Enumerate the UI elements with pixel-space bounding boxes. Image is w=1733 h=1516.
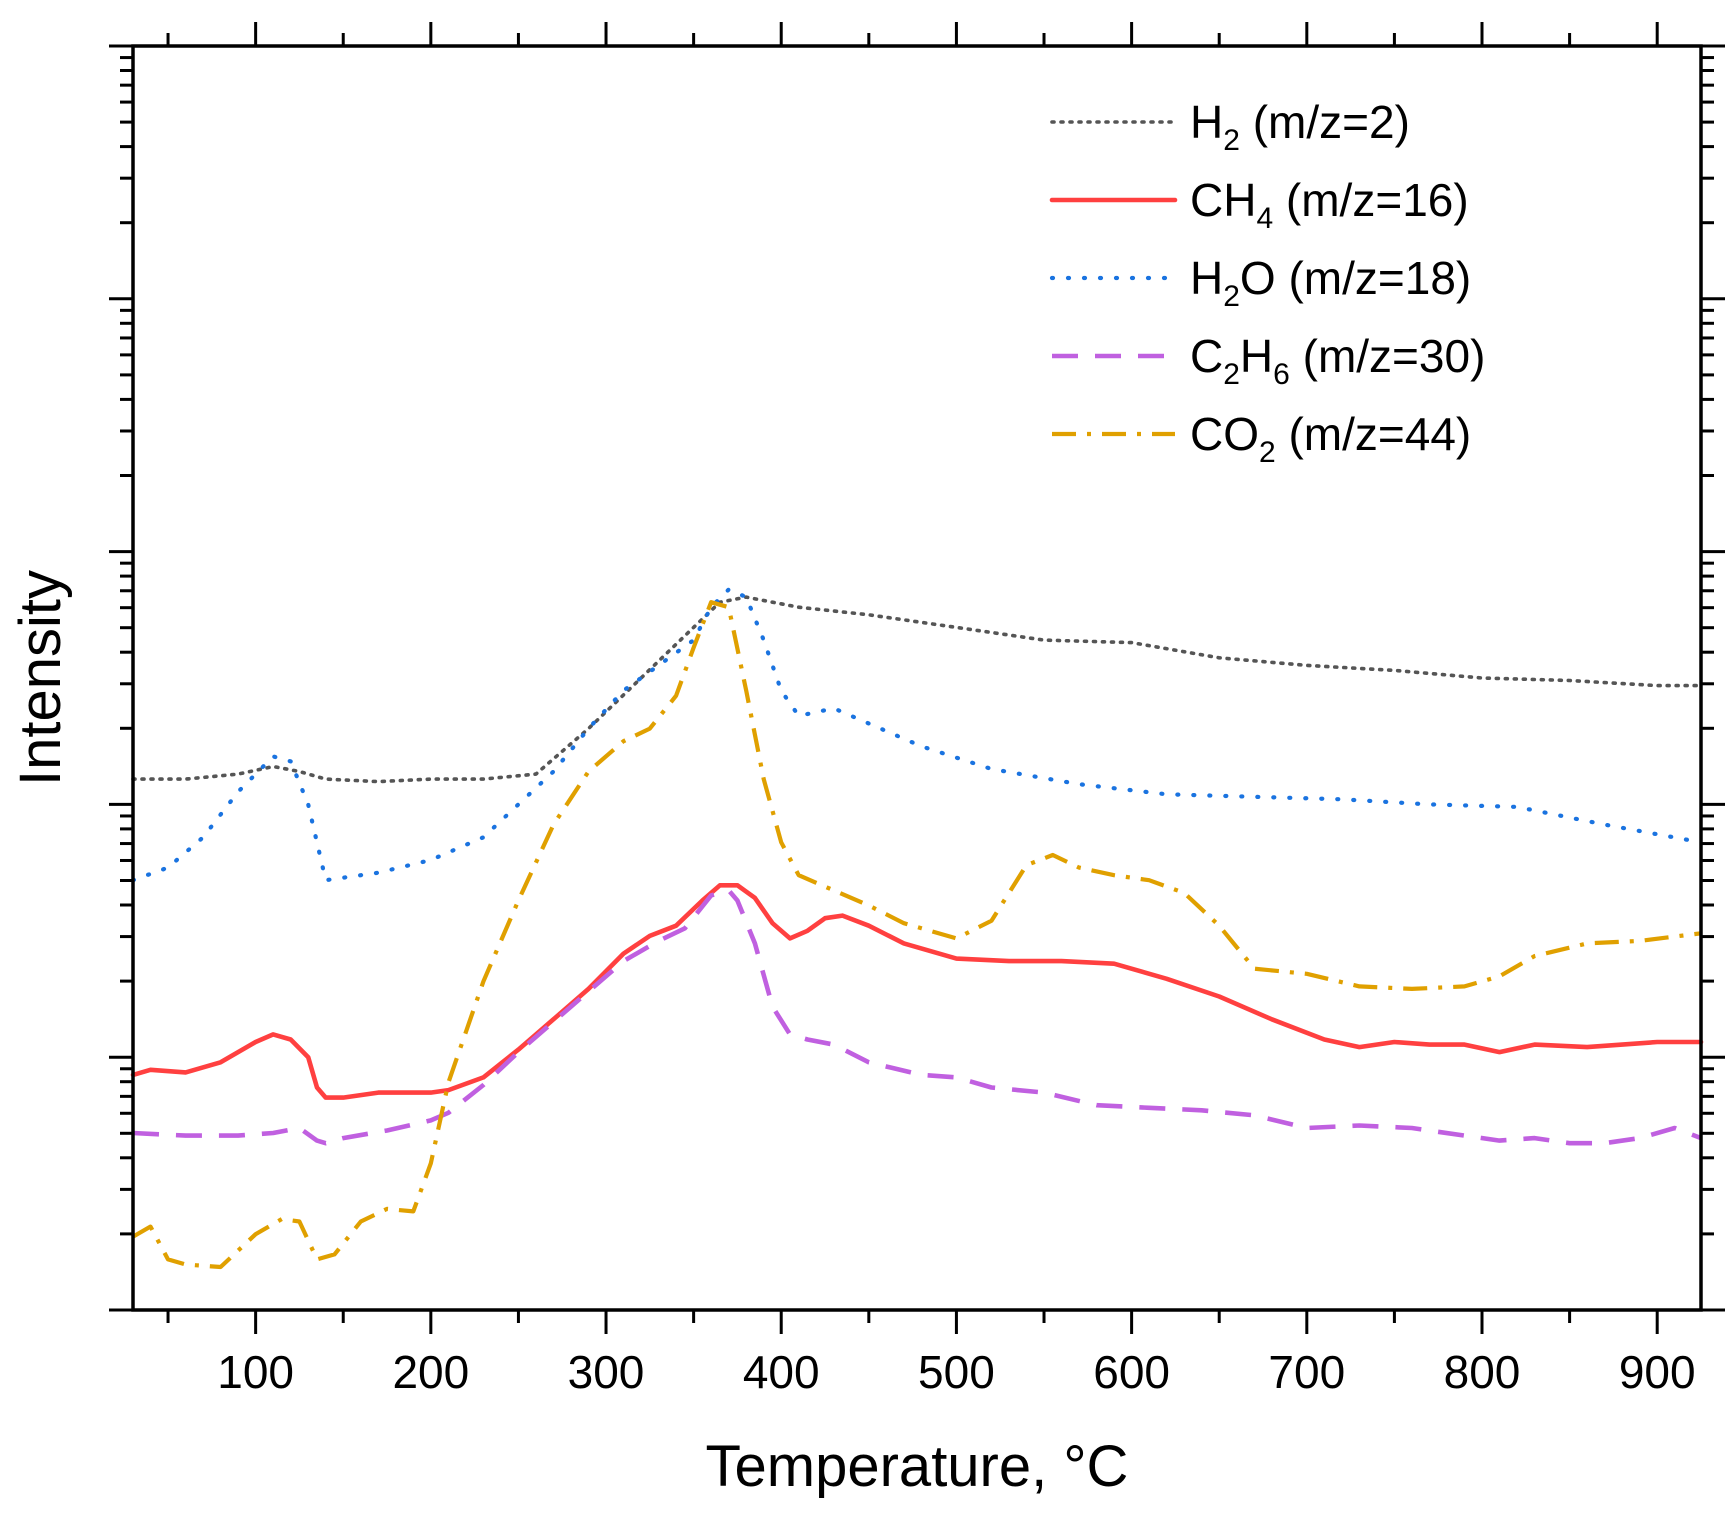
x-tick-label-6: 700 (1268, 1346, 1345, 1398)
legend-label-1: CH4 (m/z=16) (1190, 174, 1469, 235)
legend-label-4: CO2 (m/z=44) (1190, 408, 1471, 469)
legend-label-0: H2 (m/z=2) (1190, 96, 1410, 157)
series-line-2 (130, 587, 1704, 883)
series-line-0 (131, 595, 1703, 784)
x-tick-label-4: 500 (918, 1346, 995, 1398)
plot-frame (131, 44, 1703, 1312)
series-line-3 (132, 888, 1702, 1146)
legend-label-3: C2H6 (m/z=30) (1190, 330, 1485, 391)
x-tick-label-2: 300 (568, 1346, 645, 1398)
x-tick-label-7: 800 (1444, 1346, 1521, 1398)
legend-label-2: H2O (m/z=18) (1190, 252, 1471, 313)
x-tick-labels: 100 200 300 400 500 600 700 800 900 (217, 1346, 1695, 1398)
ticks-layer (109, 22, 1725, 1334)
x-tick-label-1: 200 (392, 1346, 469, 1398)
y-axis-title: Intensity (8, 570, 73, 786)
legend: H2 (m/z=2) CH4 (m/z=16) H2O (m/z=18) C2H6 (… (1049, 96, 1485, 469)
x-tick-label-0: 100 (217, 1346, 294, 1398)
x-tick-label-8: 900 (1619, 1346, 1696, 1398)
series-line-4 (131, 600, 1702, 1270)
x-tick-label-3: 400 (743, 1346, 820, 1398)
x-tick-label-5: 600 (1093, 1346, 1170, 1398)
series-layer (130, 587, 1704, 1270)
series-line-1 (130, 882, 1704, 1100)
x-axis-title: Temperature, °C (706, 1434, 1129, 1499)
